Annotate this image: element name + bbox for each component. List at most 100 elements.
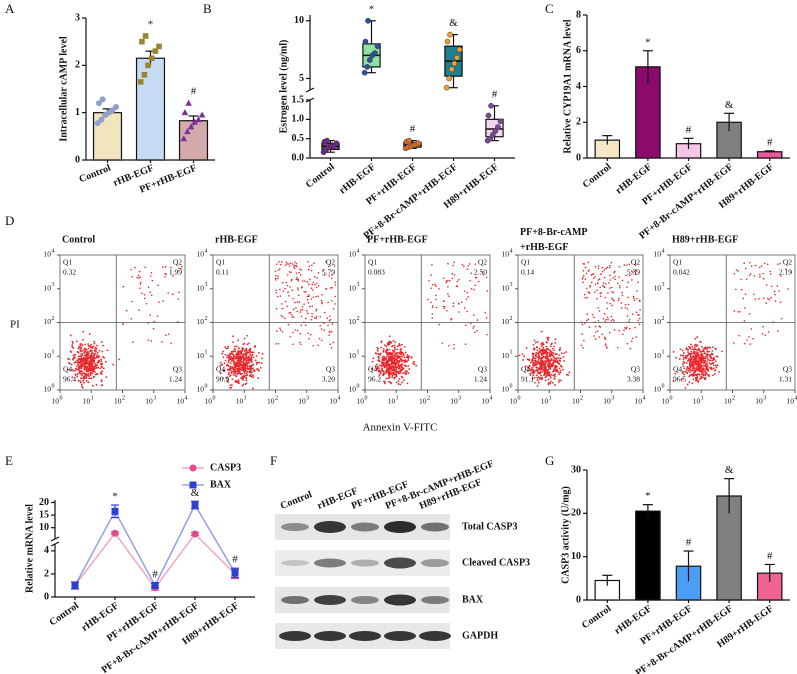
event-dot bbox=[125, 309, 128, 312]
x-tick-exponent: 3 bbox=[763, 395, 766, 401]
event-dot bbox=[482, 274, 485, 276]
quadrant-value: 0.14 bbox=[521, 268, 534, 277]
event-dot bbox=[130, 317, 133, 320]
event-dot bbox=[227, 364, 230, 367]
quadrant-name: Q4 bbox=[63, 365, 72, 374]
event-dot bbox=[694, 355, 697, 358]
event-dot bbox=[777, 263, 779, 265]
event-dot bbox=[249, 369, 252, 372]
event-dot bbox=[278, 268, 281, 270]
event-dot bbox=[716, 355, 719, 358]
event-dot bbox=[97, 356, 100, 359]
event-dot bbox=[370, 367, 373, 370]
event-dot bbox=[297, 289, 299, 291]
event-dot bbox=[701, 376, 704, 379]
event-dot bbox=[586, 313, 588, 316]
event-dot bbox=[406, 355, 409, 358]
event-dot bbox=[618, 297, 620, 300]
y-tick-label: 0.5 bbox=[292, 133, 305, 144]
event-dot bbox=[305, 290, 307, 293]
event-dot bbox=[611, 297, 613, 300]
event-dot bbox=[609, 279, 611, 281]
event-dot bbox=[323, 311, 326, 314]
data-point bbox=[361, 69, 368, 76]
event-dot bbox=[327, 301, 329, 304]
y-tick-exponent: 4 bbox=[52, 248, 55, 254]
event-dot bbox=[625, 327, 628, 330]
event-dot bbox=[447, 262, 449, 265]
y-tick-exponent: 0 bbox=[510, 383, 513, 389]
event-dot bbox=[319, 315, 322, 318]
event-dot bbox=[293, 267, 296, 269]
annotation: # bbox=[767, 550, 773, 562]
event-dot bbox=[311, 305, 313, 308]
event-dot bbox=[737, 270, 739, 272]
event-dot bbox=[403, 346, 406, 348]
event-dot bbox=[89, 359, 92, 362]
y-tick-base: 10 bbox=[197, 250, 205, 259]
event-dot bbox=[612, 277, 614, 279]
event-dot bbox=[596, 282, 599, 284]
event-dot bbox=[450, 317, 453, 320]
event-dot bbox=[412, 362, 415, 365]
event-dot bbox=[549, 363, 551, 365]
event-dot bbox=[611, 291, 613, 293]
event-dot bbox=[774, 293, 776, 296]
event-dot bbox=[93, 375, 96, 378]
event-dot bbox=[687, 348, 690, 351]
event-dot bbox=[290, 271, 292, 274]
event-dot bbox=[606, 266, 609, 269]
event-dot bbox=[71, 345, 74, 348]
event-dot bbox=[378, 374, 381, 376]
event-dot bbox=[706, 348, 709, 351]
event-dot bbox=[377, 353, 380, 355]
event-dot bbox=[143, 297, 146, 300]
event-dot bbox=[385, 349, 388, 352]
y-tick-base: 10 bbox=[197, 283, 205, 292]
event-dot bbox=[145, 302, 148, 305]
event-dot bbox=[776, 285, 779, 287]
event-dot bbox=[248, 342, 251, 345]
event-dot bbox=[582, 281, 584, 284]
event-dot bbox=[767, 297, 769, 300]
event-dot bbox=[87, 352, 90, 355]
y-tick-exponent: 3 bbox=[357, 282, 360, 288]
event-dot bbox=[325, 288, 328, 290]
event-dot bbox=[379, 372, 382, 375]
event-dot bbox=[72, 369, 75, 372]
y-tick-label: 20 bbox=[39, 497, 49, 508]
event-dot bbox=[476, 329, 478, 332]
event-dot bbox=[682, 372, 684, 375]
event-dot bbox=[72, 357, 75, 360]
event-dot bbox=[402, 372, 405, 375]
x-tick-exponent: 2 bbox=[122, 395, 125, 401]
event-dot bbox=[563, 360, 566, 362]
event-dot bbox=[451, 277, 454, 280]
annotation: # bbox=[191, 86, 197, 98]
event-dot bbox=[735, 288, 737, 291]
event-dot bbox=[540, 345, 543, 348]
event-dot bbox=[550, 358, 553, 360]
y-tick-base: 10 bbox=[44, 250, 52, 259]
event-dot bbox=[536, 356, 539, 359]
event-dot bbox=[544, 363, 547, 366]
event-dot bbox=[708, 346, 711, 349]
event-dot bbox=[690, 350, 693, 353]
event-dot bbox=[76, 350, 79, 353]
x-tick-base: 10 bbox=[52, 397, 60, 406]
event-dot bbox=[531, 367, 533, 369]
event-dot bbox=[334, 281, 337, 284]
event-dot bbox=[229, 365, 232, 368]
data-point bbox=[497, 118, 504, 125]
event-dot bbox=[253, 369, 256, 371]
event-dot bbox=[95, 344, 98, 347]
event-dot bbox=[474, 331, 476, 334]
blot-band bbox=[349, 631, 381, 641]
event-dot bbox=[542, 364, 545, 367]
event-dot bbox=[92, 345, 95, 348]
event-dot bbox=[446, 280, 449, 282]
event-dot bbox=[744, 293, 747, 295]
event-dot bbox=[377, 355, 380, 358]
event-dot bbox=[713, 373, 716, 375]
x-tick-label: Control bbox=[581, 161, 614, 190]
